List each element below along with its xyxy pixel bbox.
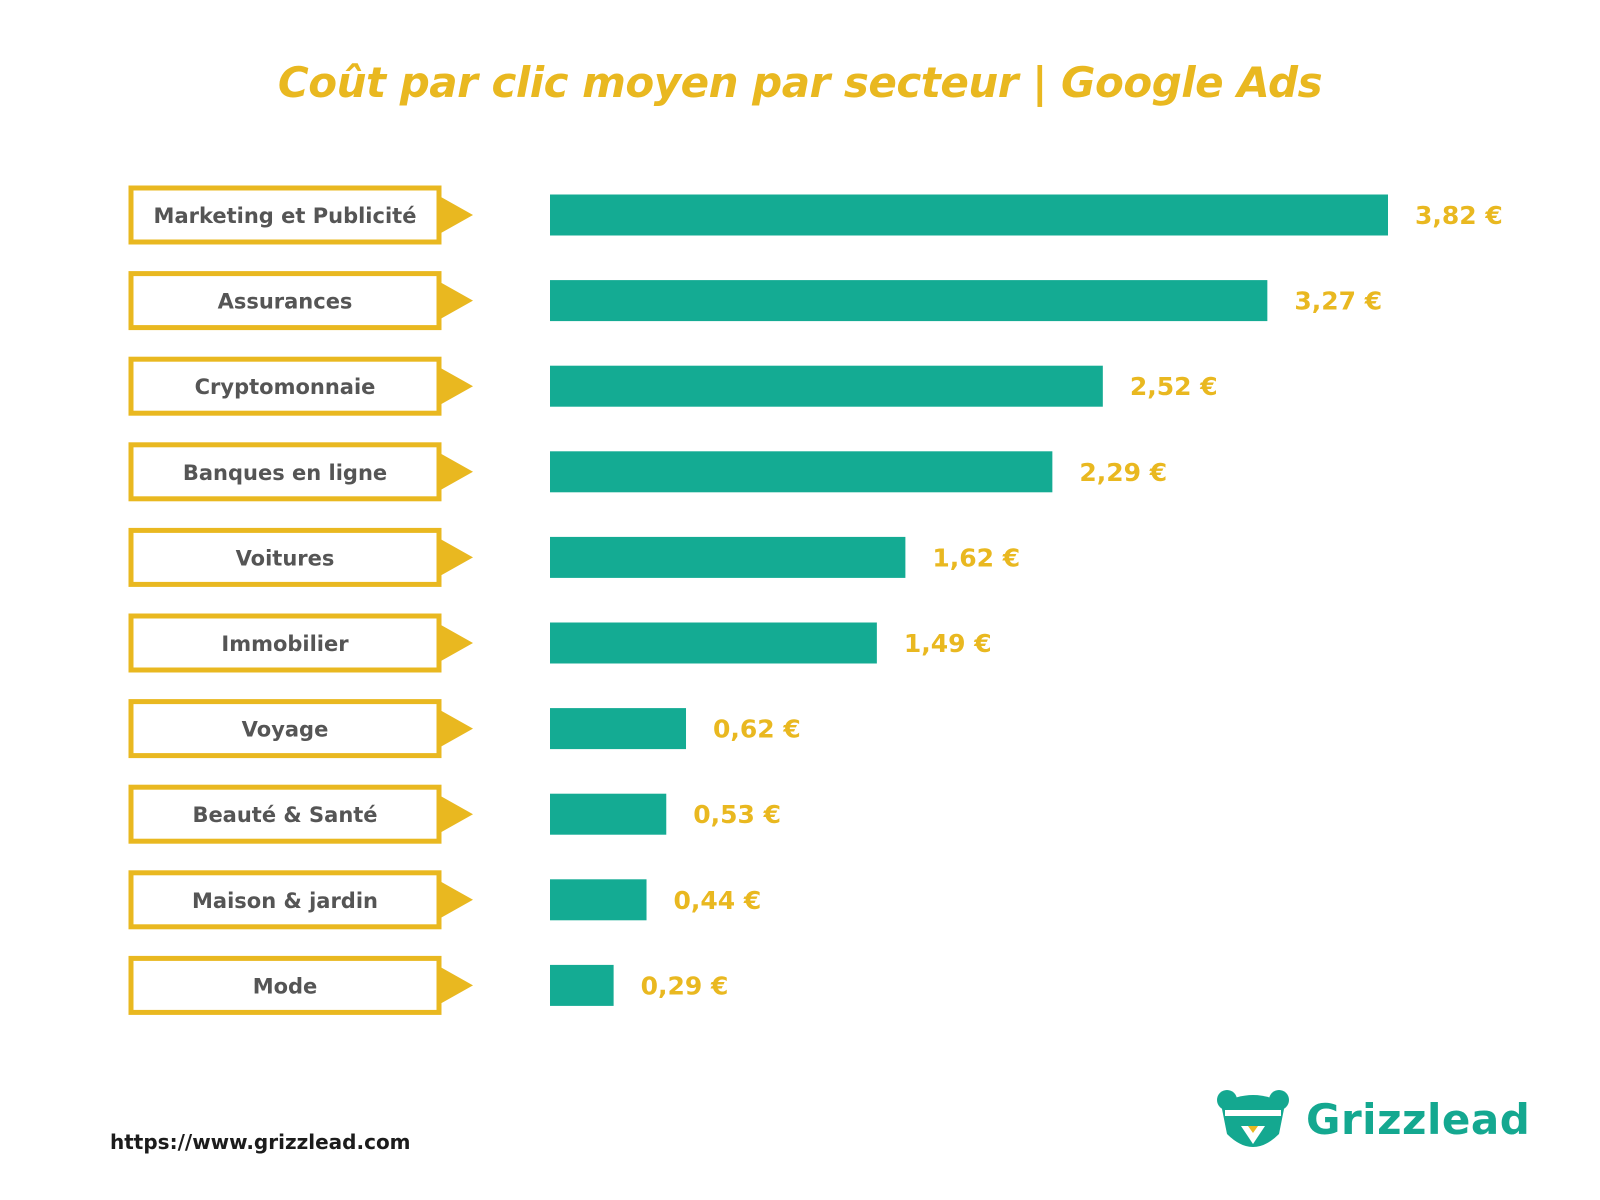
bar-chart: Marketing et Publicité 3,82 € Assurances 3,… bbox=[128, 185, 1503, 1015]
category-label: Beauté & Santé bbox=[192, 803, 377, 827]
logo-wordmark: Grizzlead bbox=[1306, 1095, 1531, 1144]
category-label-box bbox=[128, 271, 442, 331]
chart-title: Coût par clic moyen par secteur | Google… bbox=[277, 58, 1323, 107]
bar bbox=[550, 365, 1103, 407]
bar-row: Voitures 1,62 € bbox=[128, 527, 1020, 587]
bear-head-icon bbox=[1217, 1090, 1289, 1147]
label-arrow bbox=[441, 197, 473, 233]
label-arrow bbox=[441, 881, 473, 918]
category-label: Maison & jardin bbox=[192, 889, 378, 913]
value-label: 1,49 € bbox=[904, 629, 992, 658]
bar-row: Beauté & Santé 0,53 € bbox=[128, 784, 781, 844]
label-arrow bbox=[441, 710, 473, 747]
bar bbox=[550, 964, 614, 1006]
grizzlead-logo bbox=[1217, 1090, 1289, 1147]
value-label: 3,82 € bbox=[1415, 201, 1503, 230]
category-label: Voyage bbox=[242, 718, 329, 742]
category-label-box bbox=[128, 185, 442, 245]
value-label: 1,62 € bbox=[932, 543, 1020, 572]
category-label: Assurances bbox=[218, 290, 353, 314]
bar bbox=[550, 280, 1268, 322]
value-label: 0,29 € bbox=[641, 971, 729, 1000]
bar bbox=[550, 793, 667, 835]
label-arrow bbox=[441, 282, 473, 319]
label-arrow bbox=[441, 625, 473, 661]
category-label: Banques en ligne bbox=[183, 461, 387, 485]
footer-url[interactable]: https://www.grizzlead.com bbox=[110, 1130, 411, 1154]
bar-row: Cryptomonnaie 2,52 € bbox=[128, 356, 1218, 416]
bar bbox=[550, 622, 877, 664]
bar-row: Immobilier 1,49 € bbox=[128, 613, 992, 673]
category-label-box bbox=[128, 784, 442, 844]
label-arrow bbox=[441, 796, 473, 833]
bar bbox=[550, 536, 906, 578]
bar-row: Mode 0,29 € bbox=[128, 955, 729, 1015]
category-label-box bbox=[128, 527, 442, 587]
bar-row: Maison & jardin 0,44 € bbox=[128, 870, 762, 930]
category-label: Immobilier bbox=[221, 632, 349, 656]
category-label: Marketing et Publicité bbox=[154, 204, 417, 228]
label-arrow bbox=[441, 368, 473, 405]
category-label: Cryptomonnaie bbox=[195, 375, 376, 399]
bar-row: Voyage 0,62 € bbox=[128, 699, 801, 759]
label-arrow bbox=[441, 453, 473, 490]
category-label-box bbox=[128, 442, 442, 502]
bar-row: Marketing et Publicité 3,82 € bbox=[128, 185, 1503, 245]
bar bbox=[550, 194, 1388, 236]
category-label-box bbox=[128, 613, 442, 673]
category-label-box bbox=[128, 955, 442, 1015]
label-arrow bbox=[441, 967, 473, 1004]
category-label-box bbox=[128, 870, 442, 930]
category-label-box bbox=[128, 356, 442, 416]
value-label: 0,53 € bbox=[693, 800, 781, 829]
value-label: 0,62 € bbox=[713, 715, 801, 744]
bar bbox=[550, 708, 687, 750]
value-label: 2,52 € bbox=[1130, 372, 1218, 401]
value-label: 0,44 € bbox=[674, 886, 762, 915]
value-label: 3,27 € bbox=[1294, 287, 1382, 316]
category-label-box bbox=[128, 699, 442, 759]
label-arrow bbox=[441, 539, 473, 576]
bar bbox=[550, 451, 1053, 493]
bar-row: Banques en ligne 2,29 € bbox=[128, 442, 1167, 502]
bar bbox=[550, 879, 647, 921]
value-label: 2,29 € bbox=[1079, 458, 1167, 487]
bar-row: Assurances 3,27 € bbox=[128, 271, 1382, 331]
category-label: Mode bbox=[253, 974, 318, 998]
category-label: Voitures bbox=[236, 546, 335, 570]
